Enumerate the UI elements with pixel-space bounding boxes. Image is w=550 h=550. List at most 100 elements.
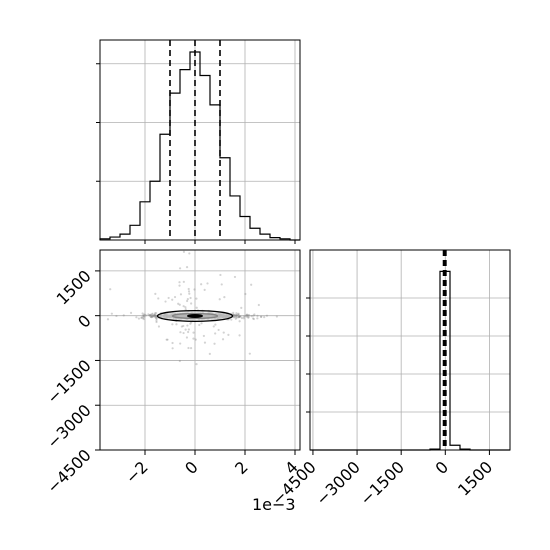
scatter-point bbox=[233, 313, 236, 317]
scatter-point bbox=[202, 334, 205, 338]
scatter-point bbox=[141, 312, 144, 315]
scatter-point bbox=[248, 314, 251, 317]
x-tick-label: 0 bbox=[431, 457, 452, 478]
scatter-point bbox=[195, 306, 198, 309]
scatter-point bbox=[150, 316, 153, 319]
scatter-point bbox=[157, 325, 161, 328]
scatter-point bbox=[230, 318, 233, 321]
scatter-point bbox=[154, 292, 157, 295]
scatter-point bbox=[155, 319, 158, 322]
scatter-point bbox=[189, 296, 192, 300]
scatter-point bbox=[208, 352, 211, 355]
scatter-point bbox=[190, 302, 193, 305]
axes-frame-bottom-left bbox=[99, 249, 301, 451]
scatter-point bbox=[245, 313, 249, 316]
scatter-point bbox=[218, 298, 221, 301]
scatter-point bbox=[187, 346, 190, 350]
scatter-point bbox=[238, 315, 241, 318]
scatter-point bbox=[155, 317, 158, 320]
scatter-point bbox=[142, 317, 145, 321]
scatter-point bbox=[142, 315, 145, 318]
scatter-point bbox=[242, 317, 245, 320]
scatter-point bbox=[154, 315, 157, 318]
scatter-point bbox=[178, 359, 181, 363]
scatter-point bbox=[235, 314, 238, 317]
scatter-point bbox=[235, 316, 238, 319]
scatter-point bbox=[234, 314, 237, 318]
scatter-point bbox=[135, 316, 138, 319]
scatter-point bbox=[237, 316, 240, 319]
histogram-line-param-1 bbox=[99, 51, 300, 241]
scatter-point bbox=[152, 315, 155, 318]
scatter-point bbox=[236, 313, 239, 316]
scatter-point bbox=[187, 290, 191, 293]
scatter-point bbox=[142, 314, 145, 318]
scatter-point bbox=[260, 315, 263, 318]
scatter-point bbox=[178, 284, 181, 287]
scatter-point bbox=[154, 315, 157, 318]
scatter-point bbox=[165, 338, 168, 341]
scatter-point bbox=[242, 315, 245, 318]
scatter-point bbox=[155, 317, 158, 320]
scatter-point bbox=[252, 317, 256, 321]
scatter-point bbox=[171, 323, 174, 326]
density-core bbox=[187, 313, 203, 318]
scatter-point bbox=[140, 316, 143, 320]
x-tick-label: 1500 bbox=[454, 457, 496, 499]
y-tick-label: 1500 bbox=[53, 266, 95, 308]
scatter-point bbox=[187, 330, 190, 334]
scatter-point bbox=[152, 314, 156, 318]
axes-frame-top-left bbox=[99, 39, 301, 241]
scatter-point bbox=[275, 315, 278, 318]
scatter-point bbox=[193, 288, 196, 291]
scatter-point bbox=[152, 314, 156, 317]
scatter-point bbox=[235, 315, 238, 318]
scatter-point bbox=[115, 314, 118, 318]
x-tick-label: 0 bbox=[181, 457, 202, 478]
scatter-point bbox=[200, 322, 203, 325]
scatter-point bbox=[140, 316, 143, 319]
x-tick-label: −2 bbox=[122, 457, 152, 487]
scatter-point bbox=[198, 323, 201, 327]
scatter-point bbox=[143, 315, 146, 318]
scatter-point bbox=[227, 333, 230, 336]
scatter-point bbox=[171, 341, 174, 345]
scatter-point bbox=[219, 273, 222, 277]
scatter-point bbox=[187, 287, 190, 291]
scatter-point bbox=[234, 316, 237, 319]
scatter-point bbox=[155, 320, 158, 324]
scatter-point bbox=[179, 293, 183, 296]
scatter-point bbox=[265, 314, 269, 317]
scatter-point bbox=[185, 336, 189, 339]
scatter-point bbox=[157, 297, 160, 300]
scatter-point bbox=[184, 308, 187, 311]
scatter-point bbox=[237, 315, 240, 318]
scatter-point bbox=[238, 320, 241, 323]
x-offset-text: 1e−3 bbox=[252, 495, 296, 514]
scatter-point bbox=[151, 315, 154, 318]
scatter-point bbox=[151, 315, 154, 318]
scatter-point bbox=[182, 331, 185, 335]
scatter-point bbox=[153, 313, 156, 316]
scatter-point bbox=[142, 313, 145, 316]
scatter-point bbox=[246, 314, 249, 317]
scatter-point bbox=[182, 280, 185, 283]
scatter-point bbox=[251, 317, 255, 320]
scatter-point bbox=[173, 295, 177, 299]
scatter-point bbox=[195, 363, 198, 366]
scatter-point bbox=[237, 313, 240, 316]
scatter-point bbox=[182, 305, 185, 308]
scatter-point bbox=[203, 341, 207, 344]
scatter-point bbox=[153, 314, 156, 317]
scatter-point bbox=[151, 313, 154, 316]
scatter-point bbox=[256, 314, 259, 317]
scatter-point bbox=[178, 303, 181, 306]
scatter-point bbox=[155, 311, 158, 315]
scatter-point bbox=[151, 315, 154, 318]
scatter-point bbox=[192, 331, 195, 334]
scatter-point bbox=[253, 313, 256, 316]
axes-frame-bottom-right bbox=[309, 249, 511, 451]
scatter-point bbox=[238, 315, 241, 319]
scatter-point bbox=[238, 315, 241, 318]
